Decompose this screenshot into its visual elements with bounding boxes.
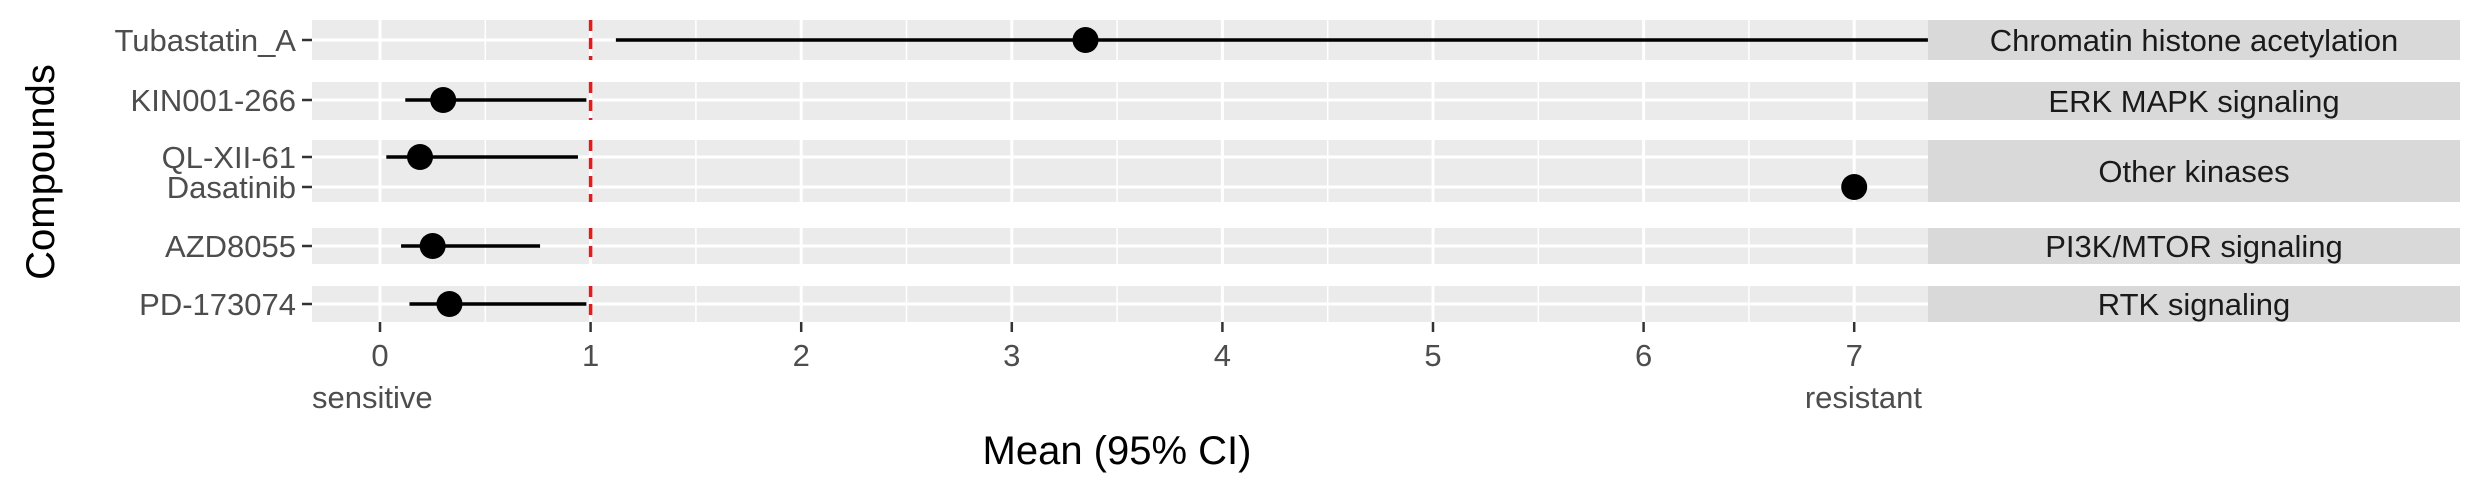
facet-2: Other kinases	[312, 140, 2460, 202]
x-axis-title: Mean (95% CI)	[983, 429, 1252, 473]
facet-strip	[1928, 82, 2460, 120]
facet-strip	[1928, 286, 2460, 322]
point-estimate	[436, 291, 463, 317]
x-tick-label: 6	[1635, 338, 1652, 373]
x-tick-label: 1	[582, 338, 599, 373]
facet-strip-label: ERK MAPK signaling	[2048, 84, 2339, 119]
x-tick-label: 7	[1846, 338, 1863, 373]
x-tick-label: 3	[1003, 338, 1020, 373]
facet-strip-label: RTK signaling	[2098, 287, 2290, 322]
facet-panels: Chromatin histone acetylation ERK MAPK si…	[312, 20, 2460, 322]
x-tick-label: 5	[1424, 338, 1441, 373]
y-axis: Tubastatin_A KIN001-266 QL-XII-61Dasatinib…	[114, 23, 312, 322]
y-tick-label: AZD8055	[165, 229, 296, 264]
point-estimate	[430, 87, 457, 113]
point-estimate	[419, 233, 446, 259]
x-annotation-resistant: resistant	[1805, 380, 1923, 415]
y-axis-title: Compounds	[19, 64, 63, 280]
facet-1: ERK MAPK signaling	[312, 82, 2460, 120]
facet-4: RTK signaling	[312, 286, 2460, 322]
facet-3: PI3K/MTOR signaling	[312, 228, 2460, 264]
x-tick-label: 0	[371, 338, 388, 373]
facet-strip-label: PI3K/MTOR signaling	[2045, 229, 2343, 264]
x-axis: 0 1 2 3 4 5 6 7	[371, 322, 1863, 373]
y-tick-label: KIN001-266	[131, 83, 296, 118]
point-estimate	[407, 144, 434, 170]
panel-background	[312, 140, 1928, 202]
facet-strip	[1928, 20, 2460, 60]
y-tick-label: PD-173074	[139, 287, 296, 322]
facet-strip	[1928, 140, 2460, 202]
facet-strip	[1928, 228, 2460, 264]
x-tick-label: 4	[1214, 338, 1231, 373]
chart-marks	[386, 27, 1928, 317]
facet-strip-label: Other kinases	[2098, 154, 2289, 189]
y-tick-label: QL-XII-61	[162, 140, 296, 175]
facet-strip-label: Chromatin histone acetylation	[1990, 23, 2398, 58]
y-tick-label: Dasatinib	[167, 170, 296, 205]
point-estimate	[1841, 174, 1868, 200]
x-annotation-sensitive: sensitive	[312, 380, 433, 415]
point-estimate	[1072, 27, 1099, 53]
y-tick-label: Tubastatin_A	[114, 23, 296, 58]
x-tick-label: 2	[793, 338, 810, 373]
